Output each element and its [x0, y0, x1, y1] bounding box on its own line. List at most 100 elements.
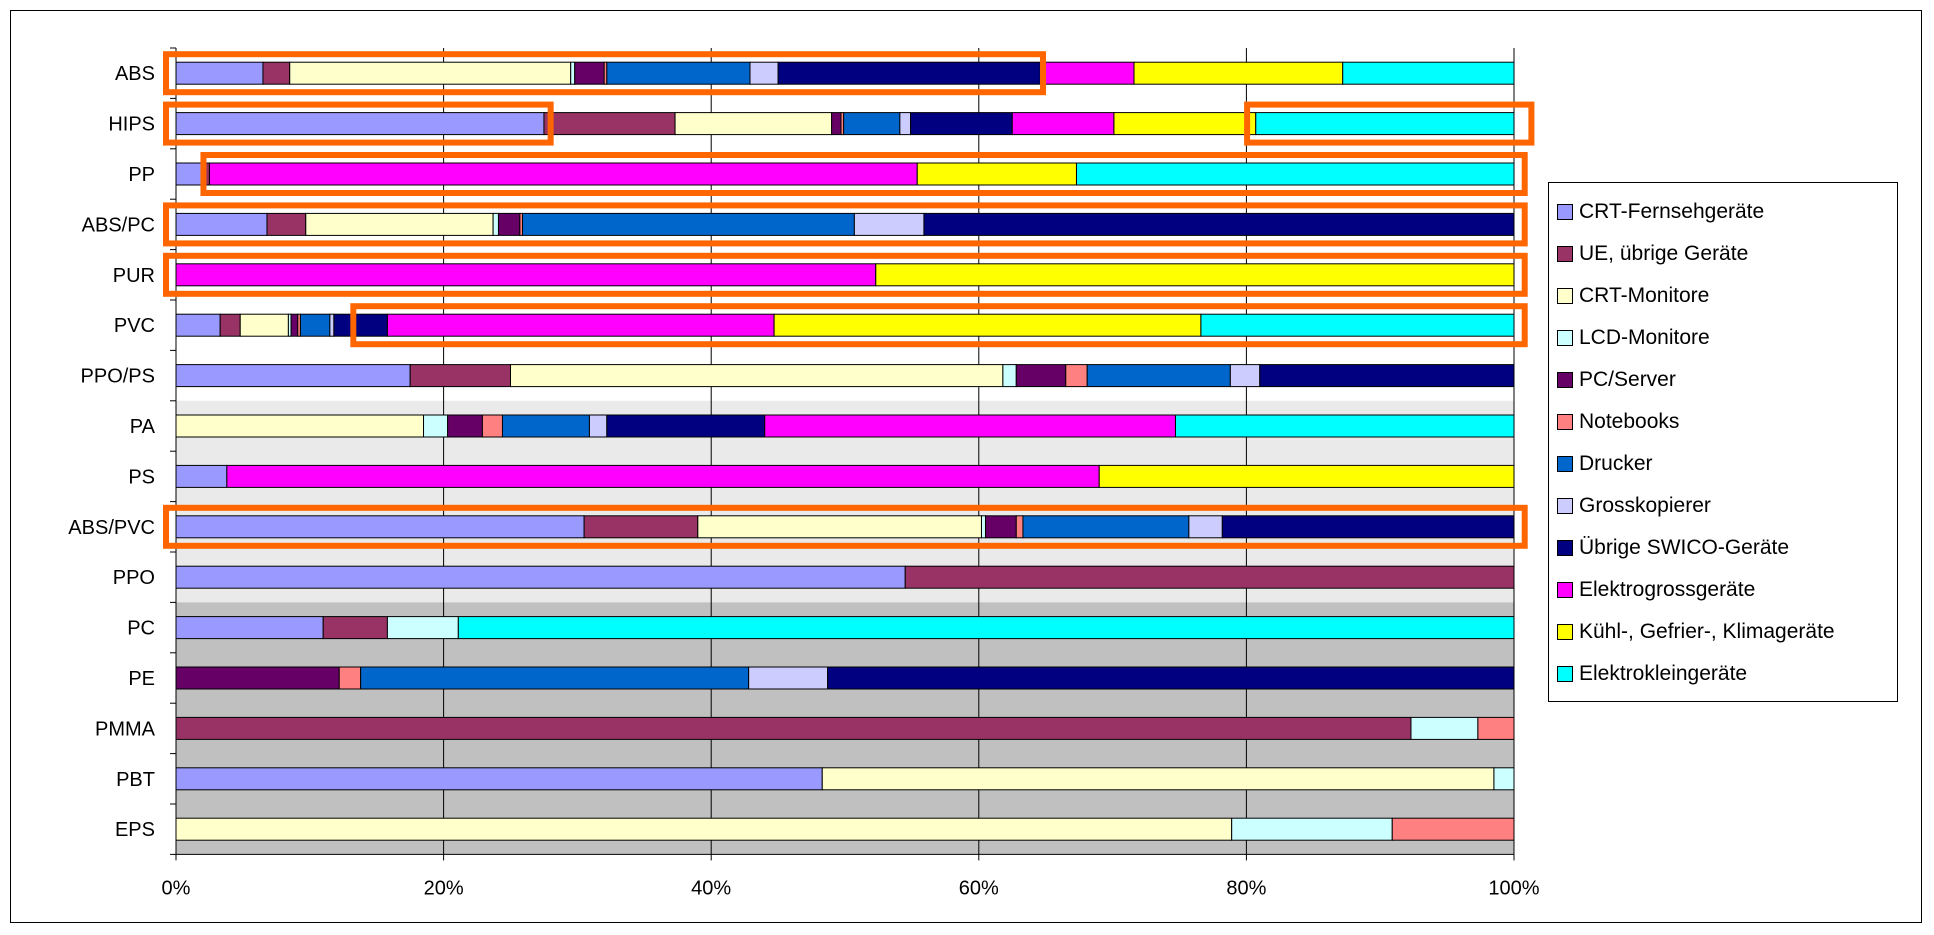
x-tick-label: 0%	[162, 877, 191, 899]
bar-ppo-ps-ue-brige-ger-te	[409, 364, 511, 388]
bar-abs-crt-monitore	[289, 61, 572, 85]
legend-label: Elektrogrossgeräte	[1579, 578, 1756, 601]
legend-label: Übrige SWICO-Geräte	[1579, 536, 1790, 559]
bar-hips-k-hl-gefrier-klimager-te	[1113, 112, 1257, 136]
bar-pe-notebooks	[338, 666, 362, 690]
bar-ppo-ps-crt-fernsehger-te	[175, 364, 411, 388]
bar-eps-crt-monitore	[175, 817, 1233, 841]
category-label: PMMA	[95, 718, 156, 740]
bar-pp-crt-fernsehger-te	[175, 162, 204, 186]
bar-pa-grosskopierer	[588, 414, 608, 438]
highlight-box	[200, 152, 1528, 196]
bar-ps-k-hl-gefrier-klimager-te	[1098, 464, 1515, 488]
bar-pc-elektrokleinger-te	[457, 616, 1515, 640]
highlight-box	[350, 303, 1528, 348]
bar-hips-ue-brige-ger-te	[543, 112, 676, 136]
legend-item: Elektrokleingeräte	[1557, 653, 1897, 695]
legend-item: UE, übrige Geräte	[1557, 233, 1897, 275]
bar-ppo-ps-lcd-monitore	[1002, 364, 1017, 388]
bar-abs-pc-drucker	[522, 212, 855, 236]
bar-pvc-ue-brige-ger-te	[219, 313, 241, 337]
bar-pbt-crt-monitore	[821, 767, 1495, 791]
x-tick-label: 60%	[959, 877, 999, 899]
bar-hips-crt-fernsehger-te	[175, 112, 545, 136]
bar-ps-crt-fernsehger-te	[175, 464, 228, 488]
bar-abs-lcd-monitore	[570, 61, 576, 85]
bar-pp-elektrokleinger-te	[1075, 162, 1515, 186]
legend-swatch	[1557, 246, 1573, 262]
bar-pa-notebooks	[481, 414, 503, 438]
legend-item: Grosskopierer	[1557, 485, 1897, 527]
bar-pmma-lcd-monitore	[1410, 716, 1479, 740]
bar-pa-drucker	[501, 414, 590, 438]
bar-hips-pc-server	[831, 112, 842, 136]
category-label: PE	[128, 668, 155, 690]
bar-ppo-crt-fernsehger-te	[175, 565, 906, 589]
category-label: PBT	[116, 769, 155, 791]
legend-label: Drucker	[1579, 452, 1653, 475]
legend-label: Kühl-, Gefrier-, Klimageräte	[1579, 620, 1835, 643]
legend-item: Kühl-, Gefrier-, Klimageräte	[1557, 611, 1897, 653]
bar-pvc-pc-server	[290, 313, 299, 337]
bar-pvc-crt-monitore	[239, 313, 289, 337]
bar-eps-notebooks	[1391, 817, 1515, 841]
x-tick-label: 40%	[691, 877, 731, 899]
category-label: PPO	[113, 567, 155, 589]
bar-pa-elektrogrossger-te	[764, 414, 1176, 438]
bar-abs-grosskopierer	[749, 61, 779, 85]
bar-abs-pc-brige-swico-ger-te	[923, 212, 1515, 236]
bar-ppo-ps-crt-monitore	[510, 364, 1004, 388]
x-tick-label: 20%	[424, 877, 464, 899]
legend-item: Elektrogrossgeräte	[1557, 569, 1897, 611]
bar-ppo-ps-grosskopierer	[1229, 364, 1261, 388]
legend: CRT-Fernsehgeräte UE, übrige Geräte CRT-Mo…	[1548, 182, 1898, 702]
category-label: ABS/PC	[82, 214, 155, 236]
legend-label: PC/Server	[1579, 368, 1676, 391]
bar-pa-elektrokleinger-te	[1174, 414, 1515, 438]
bar-abs-pvc-drucker	[1022, 515, 1190, 539]
category-label: PUR	[113, 265, 155, 287]
highlight-box	[163, 252, 1528, 297]
bar-eps-lcd-monitore	[1231, 817, 1393, 841]
bar-hips-brige-swico-ger-te	[910, 112, 1013, 136]
category-label: PPO/PS	[81, 366, 155, 388]
bar-abs-pc-pc-server	[497, 212, 521, 236]
bar-pa-pc-server	[447, 414, 483, 438]
bar-pa-brige-swico-ger-te	[606, 414, 766, 438]
bar-ppo-ps-pc-server	[1015, 364, 1067, 388]
bar-abs-drucker	[606, 61, 751, 85]
legend-swatch	[1557, 540, 1573, 556]
bar-ppo-ue-brige-ger-te	[904, 565, 1515, 589]
legend-item: CRT-Monitore	[1557, 275, 1897, 317]
legend-label: Notebooks	[1579, 410, 1680, 433]
bars	[175, 61, 1515, 841]
highlight-box	[163, 51, 1047, 96]
bar-pbt-crt-fernsehger-te	[175, 767, 823, 791]
bar-pe-grosskopierer	[748, 666, 829, 690]
bar-pp-k-hl-gefrier-klimager-te	[916, 162, 1077, 186]
bar-abs-pvc-pc-server	[984, 515, 1017, 539]
highlight-box	[1244, 101, 1535, 146]
legend-label: Grosskopierer	[1579, 494, 1711, 517]
bar-abs-pc-crt-monitore	[305, 212, 494, 236]
bar-hips-drucker	[843, 112, 901, 136]
bar-pvc-k-hl-gefrier-klimager-te	[773, 313, 1202, 337]
bar-ppo-ps-notebooks	[1065, 364, 1088, 388]
bar-pe-brige-swico-ger-te	[827, 666, 1515, 690]
bar-pvc-elektrokleinger-te	[1200, 313, 1515, 337]
legend-label: CRT-Monitore	[1579, 284, 1710, 307]
bar-abs-pvc-notebooks	[1015, 515, 1024, 539]
bar-pa-crt-monitore	[175, 414, 425, 438]
legend-item: CRT-Fernsehgeräte	[1557, 191, 1897, 233]
legend-swatch	[1557, 330, 1573, 346]
category-label: PC	[127, 618, 155, 640]
bar-abs-pc-lcd-monitore	[492, 212, 499, 236]
legend-swatch	[1557, 204, 1573, 220]
legend-label: UE, übrige Geräte	[1579, 242, 1749, 265]
bar-ps-elektrogrossger-te	[226, 464, 1100, 488]
bar-pvc-crt-fernsehger-te	[175, 313, 221, 337]
bar-pvc-elektrogrossger-te	[386, 313, 775, 337]
highlight-boxes	[163, 51, 1535, 549]
bar-hips-grosskopierer	[899, 112, 912, 136]
